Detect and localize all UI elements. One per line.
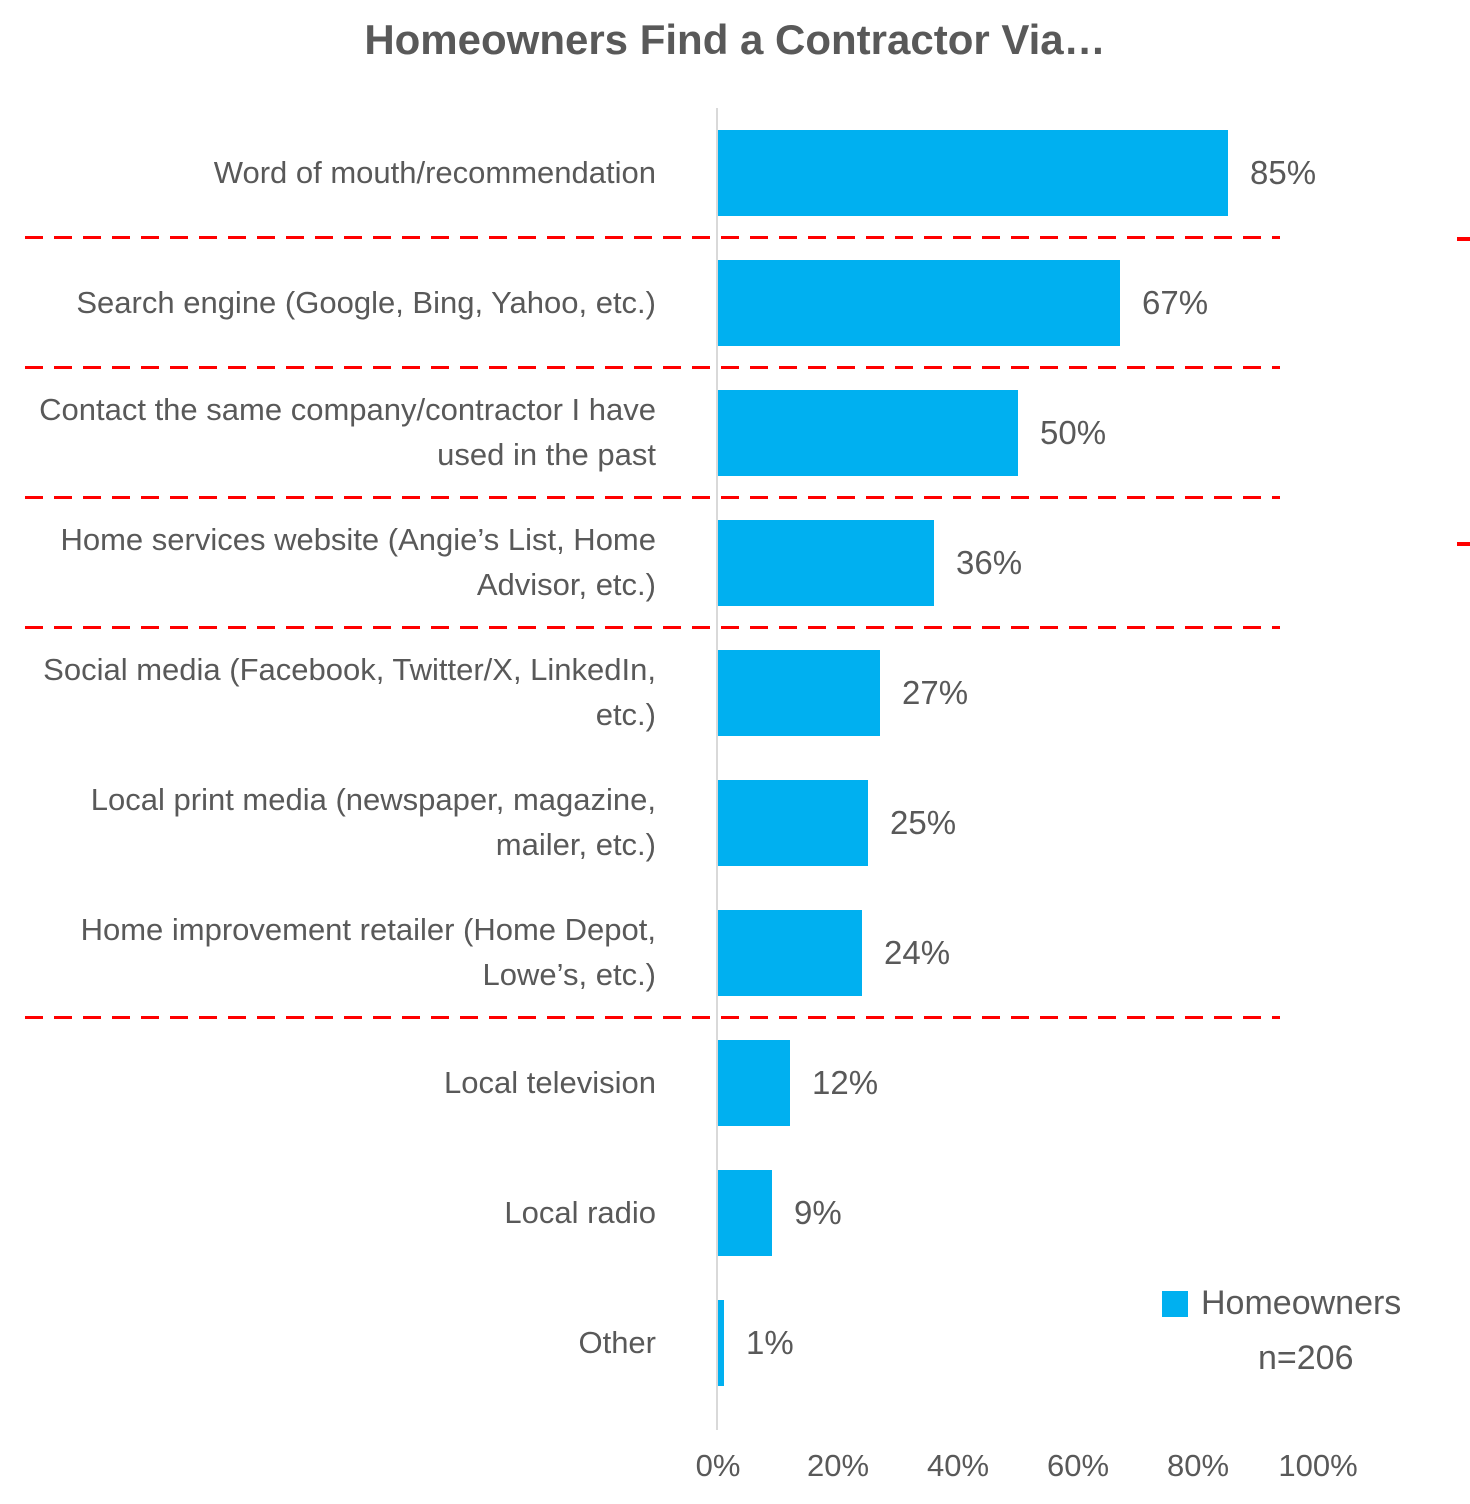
bar-row: Local radio 9% — [0, 1148, 1470, 1278]
x-axis-tick-label: 60% — [1046, 1448, 1110, 1483]
bar — [718, 780, 868, 866]
value-label: 25% — [890, 804, 957, 841]
bar-track: 50% — [718, 368, 1318, 498]
bar — [718, 130, 1228, 216]
value-label: 24% — [884, 934, 951, 971]
bar-chart: Word of mouth/recommendation 85% Search en… — [0, 108, 1470, 1504]
value-label: 67% — [1142, 284, 1209, 321]
red-dashed-separator — [25, 236, 1280, 239]
bar-row: Local television 12% — [0, 1018, 1470, 1148]
red-edge-mark — [1457, 542, 1470, 546]
bar-track: 1% — [718, 1278, 1318, 1408]
x-axis-tick-label: 0% — [695, 1448, 741, 1483]
x-axis-tick-label: 80% — [1166, 1448, 1230, 1483]
category-label: Local television — [444, 1064, 656, 1100]
legend: Homeowners n=206 — [1162, 1284, 1401, 1378]
red-dashed-separator — [25, 626, 1280, 629]
bar-track: 12% — [718, 1018, 1318, 1148]
bar — [718, 1170, 772, 1256]
category-label: Home services website (Angie’s List, Hom… — [60, 522, 656, 602]
category-label: Word of mouth/recommendation — [213, 154, 656, 190]
category-label: Social media (Facebook, Twitter/X, Linke… — [43, 652, 656, 732]
bar-row: Local print media (newspaper, magazine, … — [0, 758, 1470, 888]
x-axis-tick-label: 40% — [926, 1448, 990, 1483]
bar-track: 25% — [718, 758, 1318, 888]
bar-row: Home improvement retailer (Home Depot, L… — [0, 888, 1470, 1018]
legend-label: Homeowners — [1201, 1284, 1402, 1322]
bar-track: 36% — [718, 498, 1318, 628]
bar-row: Home services website (Angie’s List, Hom… — [0, 498, 1470, 628]
bar-track: 67% — [718, 238, 1318, 368]
category-label: Contact the same company/contractor I ha… — [39, 392, 656, 472]
y-axis-line — [716, 108, 718, 1430]
bar — [718, 390, 1018, 476]
x-axis-tick-label: 100% — [1278, 1448, 1358, 1483]
bar — [718, 1300, 724, 1386]
category-label: Home improvement retailer (Home Depot, L… — [80, 912, 656, 992]
red-edge-mark — [1457, 237, 1470, 241]
chart-title: Homeowners Find a Contractor Via… — [364, 16, 1106, 63]
x-axis-tick-label: 20% — [806, 1448, 870, 1483]
value-label: 27% — [902, 674, 969, 711]
red-dashed-separator — [25, 496, 1280, 499]
legend-swatch-icon — [1162, 1290, 1188, 1317]
bar-row: Other 1% — [0, 1278, 1470, 1408]
category-label: Local print media (newspaper, magazine, … — [90, 782, 656, 862]
x-axis: 0% 20% 40% 60% 80% 100% — [0, 1448, 1470, 1492]
value-label: 36% — [956, 544, 1023, 581]
legend-row: Homeowners — [1162, 1284, 1401, 1323]
red-dashed-separator — [25, 366, 1280, 369]
bar-rows: Word of mouth/recommendation 85% Search en… — [0, 108, 1470, 1408]
value-label: 1% — [746, 1324, 794, 1361]
category-label: Local radio — [504, 1194, 656, 1230]
bar — [718, 650, 880, 736]
bar — [718, 1040, 790, 1126]
red-dashed-separator — [25, 1016, 1280, 1019]
category-label: Other — [578, 1324, 656, 1360]
bar-track: 9% — [718, 1148, 1318, 1278]
bar-track: 85% — [718, 108, 1318, 238]
value-label: 50% — [1040, 414, 1107, 451]
value-label: 12% — [812, 1064, 879, 1101]
bar-track: 27% — [718, 628, 1318, 758]
bar-row: Social media (Facebook, Twitter/X, Linke… — [0, 628, 1470, 758]
bar — [718, 520, 934, 606]
bar-row: Contact the same company/contractor I ha… — [0, 368, 1470, 498]
bar-track: 24% — [718, 888, 1318, 1018]
value-label: 85% — [1250, 154, 1317, 191]
bar — [718, 910, 862, 996]
value-label: 9% — [794, 1194, 842, 1231]
bar-row: Word of mouth/recommendation 85% — [0, 108, 1470, 238]
legend-sample-size: n=206 — [1258, 1339, 1354, 1377]
bar-row: Search engine (Google, Bing, Yahoo, etc.… — [0, 238, 1470, 368]
bar — [718, 260, 1120, 346]
category-label: Search engine (Google, Bing, Yahoo, etc.… — [76, 284, 656, 320]
